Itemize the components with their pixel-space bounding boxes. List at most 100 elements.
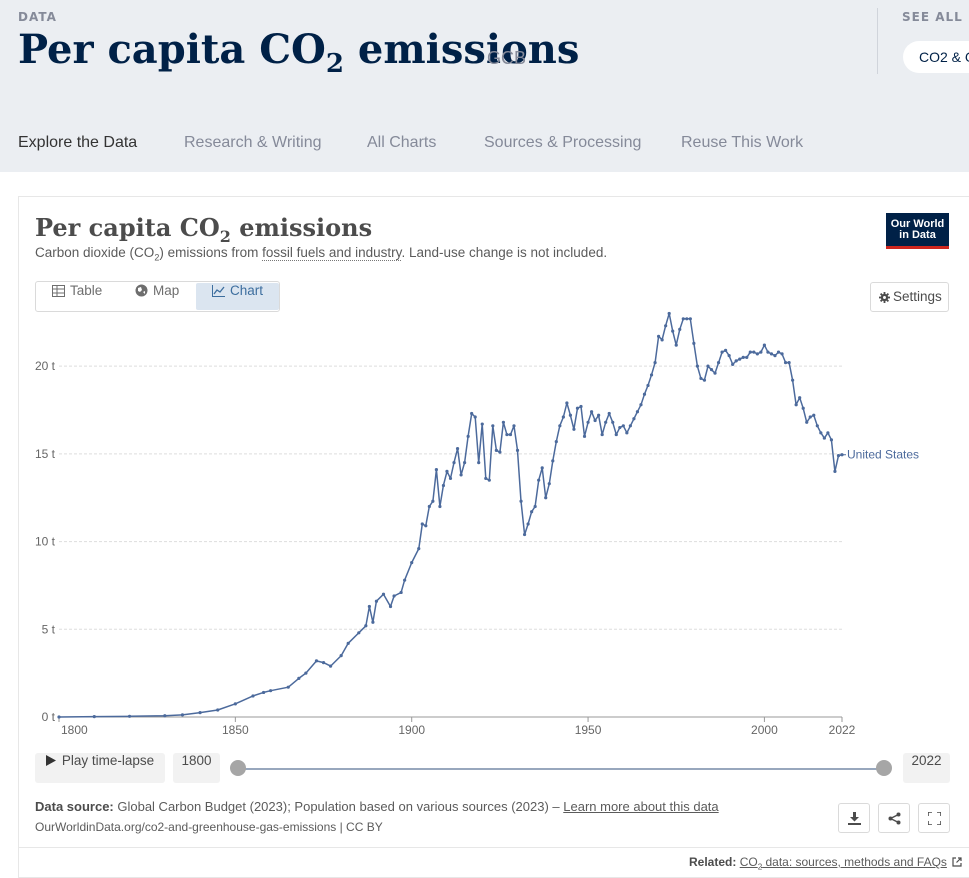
data-point <box>738 357 742 361</box>
data-point <box>92 715 96 719</box>
data-point <box>530 510 534 514</box>
learn-more-link[interactable]: Learn more about this data <box>563 799 719 814</box>
data-point <box>607 411 611 416</box>
tab-chart[interactable]: Chart <box>196 283 280 310</box>
topic-pill[interactable]: CO2 & G <box>903 41 969 73</box>
source-tag: GCB <box>487 48 527 68</box>
data-point <box>621 424 625 428</box>
timeline-track[interactable] <box>238 768 884 770</box>
data-point <box>589 410 594 414</box>
data-point <box>364 624 368 628</box>
page-title: Per capita CO2 emissions <box>18 26 580 79</box>
y-tick-label: 20 t <box>35 359 56 373</box>
data-point <box>671 329 675 333</box>
data-point <box>794 403 798 407</box>
data-point <box>597 413 601 417</box>
timeline-start-handle[interactable] <box>230 760 246 776</box>
data-point <box>512 424 516 428</box>
data-point <box>572 427 576 431</box>
fullscreen-button[interactable] <box>918 803 950 833</box>
chart-title: Per capita CO2 emissions <box>35 213 373 246</box>
data-point <box>445 469 449 474</box>
data-point <box>745 355 749 359</box>
nav-explore-data[interactable]: Explore the Data <box>18 134 138 151</box>
data-point <box>681 317 685 321</box>
fossil-fuels-link[interactable]: fossil fuels and industry <box>262 245 402 261</box>
nav-all-charts[interactable]: All Charts <box>367 134 437 151</box>
timeline-end-handle[interactable] <box>876 760 892 776</box>
data-point <box>367 604 371 609</box>
data-point <box>667 311 671 316</box>
data-point <box>783 361 788 365</box>
data-point <box>628 424 632 428</box>
data-point <box>766 350 770 354</box>
data-point <box>216 708 220 712</box>
data-point <box>441 483 446 488</box>
data-point <box>494 448 498 452</box>
play-icon <box>45 755 56 766</box>
data-point <box>519 499 523 503</box>
header-divider <box>877 8 878 74</box>
data-point <box>702 378 707 382</box>
data-point <box>491 424 495 428</box>
data-point <box>392 594 396 598</box>
data-point <box>688 317 692 321</box>
data-point <box>713 371 717 375</box>
data-point <box>731 362 735 366</box>
play-timelapse-button[interactable]: Play time-lapse <box>35 753 165 783</box>
data-point <box>826 431 830 435</box>
data-point <box>438 504 442 509</box>
data-point <box>328 664 333 668</box>
data-point <box>381 592 386 596</box>
owid-logo[interactable]: Our World in Data <box>886 213 949 249</box>
data-point <box>625 431 629 435</box>
data-point <box>551 459 555 463</box>
data-point <box>420 522 424 526</box>
data-point <box>618 425 622 430</box>
nav-reuse-work[interactable]: Reuse This Work <box>681 134 804 151</box>
data-point <box>614 432 618 437</box>
data-point <box>346 641 350 645</box>
start-year-label[interactable]: 1800 <box>173 753 220 783</box>
end-year-label[interactable]: 2022 <box>903 753 950 783</box>
data-point <box>632 417 636 421</box>
nav-research-writing[interactable]: Research & Writing <box>184 134 322 151</box>
download-button[interactable] <box>838 803 870 833</box>
nav-sources-processing[interactable]: Sources & Processing <box>484 134 642 151</box>
data-point <box>374 599 379 603</box>
data-point <box>537 478 541 482</box>
data-point <box>656 334 661 338</box>
data-point <box>727 354 731 358</box>
data-point <box>473 415 477 419</box>
data-point <box>297 676 301 681</box>
data-point <box>639 403 643 407</box>
tab-table[interactable]: Table <box>52 283 102 310</box>
related-link[interactable]: CO2 data: sources, methods and FAQs <box>739 855 947 872</box>
data-point <box>582 434 587 438</box>
data-point <box>321 661 326 665</box>
data-point <box>579 404 583 409</box>
data-point <box>836 454 841 458</box>
data-point <box>780 352 784 356</box>
data-point <box>57 715 61 719</box>
data-point <box>480 422 484 426</box>
data-point <box>586 420 590 424</box>
data-point <box>286 685 290 689</box>
share-button[interactable] <box>878 803 910 833</box>
data-point <box>692 341 696 345</box>
data-point <box>261 690 266 695</box>
data-point <box>759 350 763 354</box>
data-point <box>540 466 544 470</box>
data-point <box>600 432 604 437</box>
data-point <box>417 546 421 551</box>
view-tabs: Table Map Chart <box>35 281 280 312</box>
data-point <box>554 439 558 444</box>
tab-map[interactable]: Map <box>135 283 179 310</box>
data-point <box>198 711 202 715</box>
settings-button[interactable]: Settings <box>870 282 949 312</box>
data-point <box>720 350 724 354</box>
data-point <box>269 689 273 693</box>
data-point <box>755 352 759 356</box>
data-point <box>427 504 431 509</box>
data-source: Data source: Global Carbon Budget (2023)… <box>35 799 719 814</box>
